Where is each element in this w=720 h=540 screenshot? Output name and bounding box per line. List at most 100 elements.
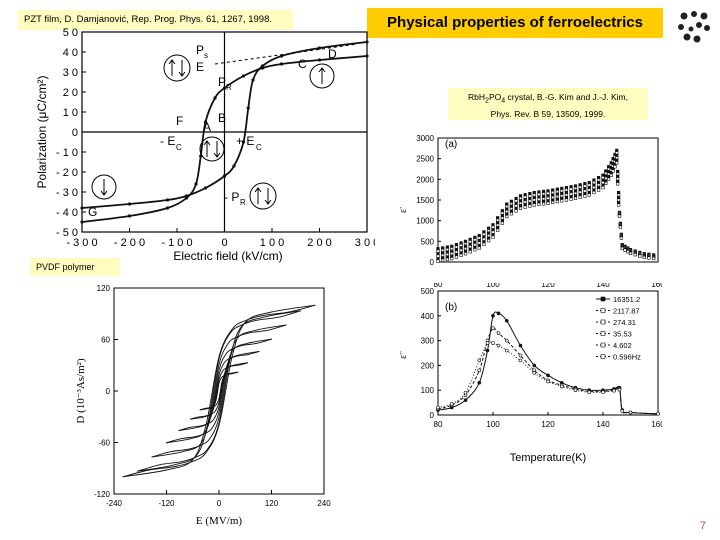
pvdf-loop-branch: [137, 310, 301, 472]
pvdf-xlabel: E (MV/m): [196, 515, 242, 527]
rbb-legend-label: 274.31: [613, 318, 636, 327]
pvdf-x-tick-label: -120: [158, 499, 175, 508]
pzt-point: [222, 86, 227, 90]
rbb-point: [496, 331, 501, 335]
label-b: B: [218, 111, 226, 125]
page-number: 7: [699, 520, 706, 532]
rba-y-tick-label: 1500: [416, 196, 434, 205]
rbb-x-tick-label: 160: [651, 420, 662, 429]
rba-y-tick-label: 0: [430, 258, 435, 267]
pzt-x-tick-label: 1 0 0: [260, 237, 284, 249]
rb-cap-part: crystal, B.-G. Kim and J.-J. Kim,: [505, 92, 628, 102]
rbb-legend-marker: [600, 319, 606, 325]
rba-point: [573, 196, 578, 200]
pzt-point: [213, 96, 217, 100]
rba-point: [468, 250, 472, 254]
pzt-caption: PZT film, D. Damjanović, Rep. Prog. Phys…: [18, 10, 293, 30]
pvdf-y-tick-label: 0: [106, 387, 111, 396]
domain-circle-icon: [249, 182, 277, 210]
label-d: D: [328, 47, 337, 61]
pzt-xlabel: Electric field (kV/cm): [173, 249, 282, 263]
rbb-series-line: [437, 311, 659, 415]
rba-y-tick-label: 2500: [416, 155, 434, 164]
rba-point: [445, 257, 449, 262]
pzt-point: [279, 62, 284, 66]
rb-cap-part: RbH: [468, 92, 486, 102]
rbb-point: [587, 390, 592, 394]
rbb-point: [485, 348, 490, 353]
rbb-point: [496, 343, 501, 348]
pvdf-x-tick-label: -240: [106, 499, 123, 508]
pzt-y-tick-label: 5 0: [63, 27, 78, 39]
rba-point: [616, 182, 620, 186]
rb-cap-part: PO: [488, 92, 502, 102]
rba-point: [463, 252, 468, 256]
pvdf-y-tick-label: -120: [94, 490, 111, 499]
pzt-point: [127, 202, 132, 206]
rba-point: [619, 236, 623, 240]
pzt-loop-branch: [81, 55, 368, 223]
pzt-point: [194, 182, 198, 186]
domain-circle-icon: [309, 63, 335, 89]
domain-sketches: [91, 54, 335, 210]
pzt-y-tick-label: - 4 0: [56, 207, 78, 219]
rba-point: [647, 256, 651, 260]
rbb-point: [628, 410, 633, 415]
pzt-y-tick-label: - 3 0: [56, 187, 78, 199]
pzt-x-tick-label: - 1 0 0: [161, 237, 192, 249]
rba-points: [436, 148, 656, 263]
pvdf-loop-branch: [178, 350, 260, 432]
label-p: P: [218, 75, 226, 89]
rbb-point: [518, 358, 523, 363]
pvdf-loop-branch: [122, 304, 316, 478]
rba-point: [597, 188, 601, 192]
pvdf-caption-text: PVDF polymer: [36, 262, 95, 272]
rba-y-tick-label: 2000: [416, 175, 434, 184]
rbb-y-tick-label: 300: [421, 337, 435, 346]
rbb-y-tick-label: 0: [430, 411, 435, 420]
rba-point: [551, 200, 555, 205]
rba-point: [505, 214, 509, 219]
pzt-point: [184, 194, 189, 198]
rba-point: [450, 257, 454, 261]
pzt-y-tick-label: 2 0: [63, 87, 78, 99]
rbb-point: [491, 326, 495, 331]
rba-y-tick-label: 3000: [416, 134, 434, 143]
rbb-point: [612, 388, 616, 393]
rba-point: [578, 195, 582, 199]
pzt-axes: [82, 32, 367, 232]
rbb-point: [504, 318, 509, 323]
pzt-y-tick-label: 4 0: [63, 47, 78, 59]
rbb-point: [477, 368, 482, 373]
rbb-point: [504, 338, 509, 343]
rbh2po4-epsilon-imag-chart: 80 100 120 140 160 500 400 300 200 100 0 80 100 120…: [400, 283, 662, 464]
pzt-y-tick-label: 3 0: [63, 67, 78, 79]
rba-point: [623, 248, 627, 252]
pzt-y-tick-label: 1 0: [63, 107, 78, 119]
rba-point: [487, 239, 491, 243]
rbb-point: [546, 373, 550, 378]
rba-point: [477, 246, 481, 250]
rba-point: [436, 259, 440, 263]
pvdf-y-ticks: 120 60 0 -60 -120: [94, 284, 118, 499]
label-plus-ec: + E: [236, 134, 254, 148]
rba-point: [628, 251, 633, 255]
label-r-sub: R: [226, 83, 232, 92]
rbb-y-tick-label: 500: [421, 287, 435, 296]
rbb-point: [601, 390, 605, 394]
rba-point: [652, 256, 656, 261]
label-c-sub: C: [256, 143, 262, 152]
pzt-x-tick-label: 0: [221, 237, 227, 249]
rba-point: [546, 201, 550, 205]
pvdf-loops: [122, 304, 316, 478]
pzt-caption-text: PZT film, D. Damjanović, Rep. Prog. Phys…: [24, 14, 272, 25]
rbb-legend-label: 16351.2: [613, 295, 640, 304]
pvdf-loop-branch: [165, 338, 273, 444]
rba-point: [518, 206, 523, 210]
pvdf-loop-branch: [199, 371, 239, 411]
rbb-point: [559, 384, 564, 389]
pzt-point: [317, 46, 322, 50]
rba-point: [514, 209, 518, 213]
rba-panel-label: (a): [445, 139, 457, 150]
